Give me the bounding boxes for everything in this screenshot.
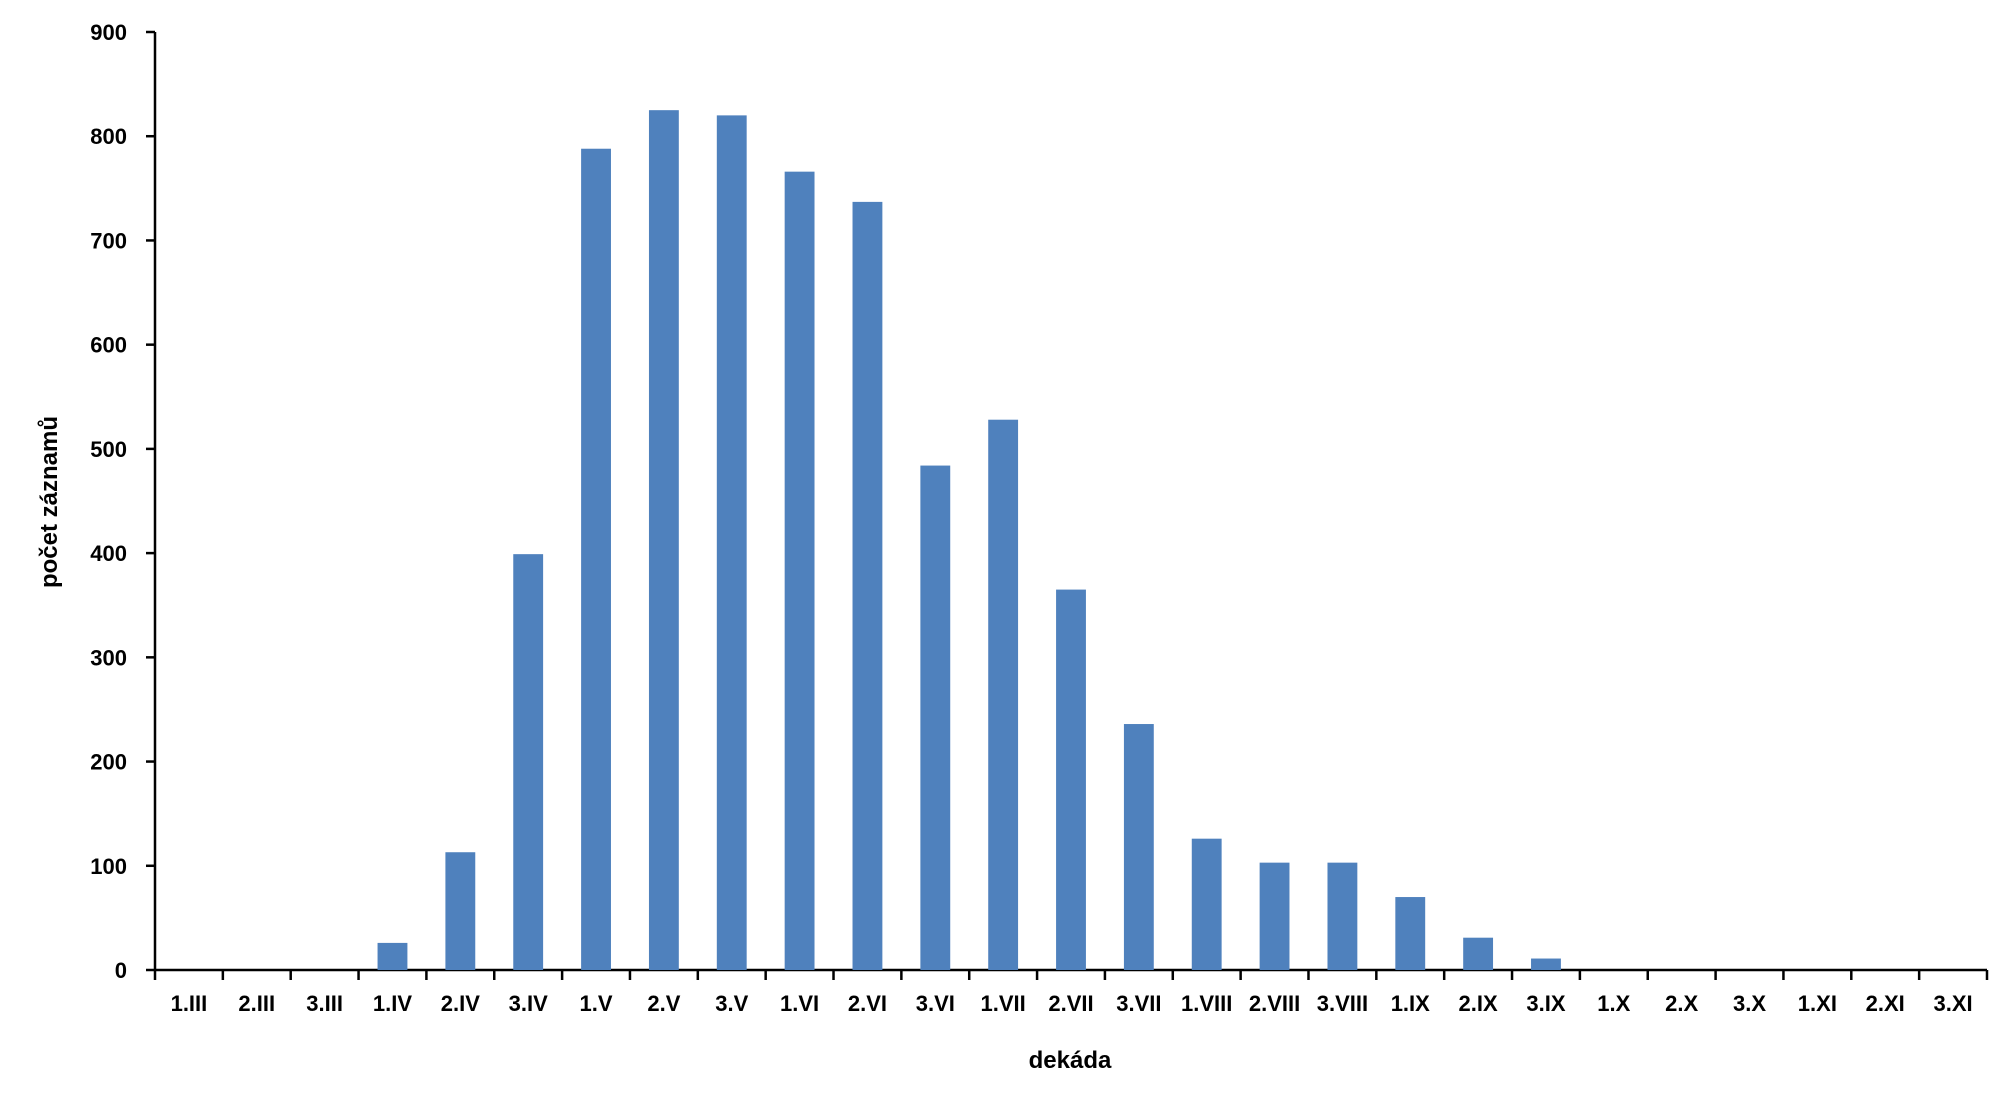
bar (1463, 937, 1494, 970)
bar (1191, 838, 1222, 970)
x-axis-title: dekáda (1029, 1047, 1112, 1074)
x-tick-label: 1.V (580, 991, 613, 1016)
x-tick-label: 3.IX (1526, 991, 1565, 1016)
x-tick-label: 3.VII (1116, 991, 1161, 1016)
bar (1056, 589, 1086, 970)
bar (445, 852, 476, 970)
x-tick-label: 2.IV (441, 991, 480, 1016)
x-tick-label: 1.III (171, 991, 208, 1016)
y-axis-title: počet záznamů (36, 416, 63, 588)
x-tick-label: 2.VI (848, 991, 887, 1016)
y-axis: 0 100 200 300 400 500 600 700 800 900 (90, 20, 157, 983)
x-tick-label: 2.IX (1459, 991, 1498, 1016)
x-tick-label: 2.V (647, 991, 680, 1016)
bar (716, 115, 747, 970)
y-tick-label: 900 (90, 20, 127, 45)
y-tick-label: 200 (90, 750, 127, 775)
bar-series (377, 110, 1561, 971)
y-tick-label: 600 (90, 333, 127, 358)
bar (988, 419, 1019, 970)
y-tick-label: 300 (90, 645, 127, 670)
x-tick-label: 1.VI (780, 991, 819, 1016)
bar (648, 110, 679, 970)
x-tick-label: 1.XI (1798, 991, 1837, 1016)
bar (920, 465, 951, 970)
x-tick-label: 2.VII (1048, 991, 1093, 1016)
bar (377, 942, 408, 970)
bar (1327, 862, 1358, 970)
bar (1395, 897, 1426, 970)
bar (513, 554, 544, 970)
y-tick-label: 800 (90, 124, 127, 149)
x-tick-label: 2.VIII (1249, 991, 1300, 1016)
x-tick-label: 3.X (1733, 991, 1766, 1016)
x-tick-label: 1.VII (981, 991, 1026, 1016)
x-tick-label: 3.IV (509, 991, 548, 1016)
y-tick-label: 100 (90, 854, 127, 879)
bar (1259, 862, 1290, 970)
x-tick-label: 1.IV (373, 991, 412, 1016)
bar (1123, 724, 1154, 970)
x-tick-label: 1.IX (1391, 991, 1430, 1016)
y-tick-label: 0 (115, 958, 127, 983)
x-tick-label: 2.X (1665, 991, 1698, 1016)
x-tick-label: 3.VIII (1317, 991, 1368, 1016)
bar (784, 171, 815, 970)
bar (852, 201, 883, 971)
y-tick-label: 700 (90, 228, 127, 253)
x-tick-label: 3.V (715, 991, 748, 1016)
x-tick-label: 3.VI (916, 991, 955, 1016)
x-tick-label: 2.III (238, 991, 275, 1016)
x-tick-label: 1.X (1597, 991, 1630, 1016)
bar (1531, 958, 1561, 970)
y-tick-label: 500 (90, 437, 127, 462)
x-tick-label: 3.XI (1934, 991, 1973, 1016)
x-tick-label: 3.III (306, 991, 343, 1016)
bar (581, 148, 611, 970)
y-tick-label: 400 (90, 541, 127, 566)
x-axis: 1.III 2.III 3.III 1.IV 2.IV 3.IV 1.V 2.V 3.V 1.VI… (153, 968, 1989, 1016)
x-tick-label: 2.XI (1866, 991, 1905, 1016)
x-tick-label: 1.VIII (1181, 991, 1232, 1016)
